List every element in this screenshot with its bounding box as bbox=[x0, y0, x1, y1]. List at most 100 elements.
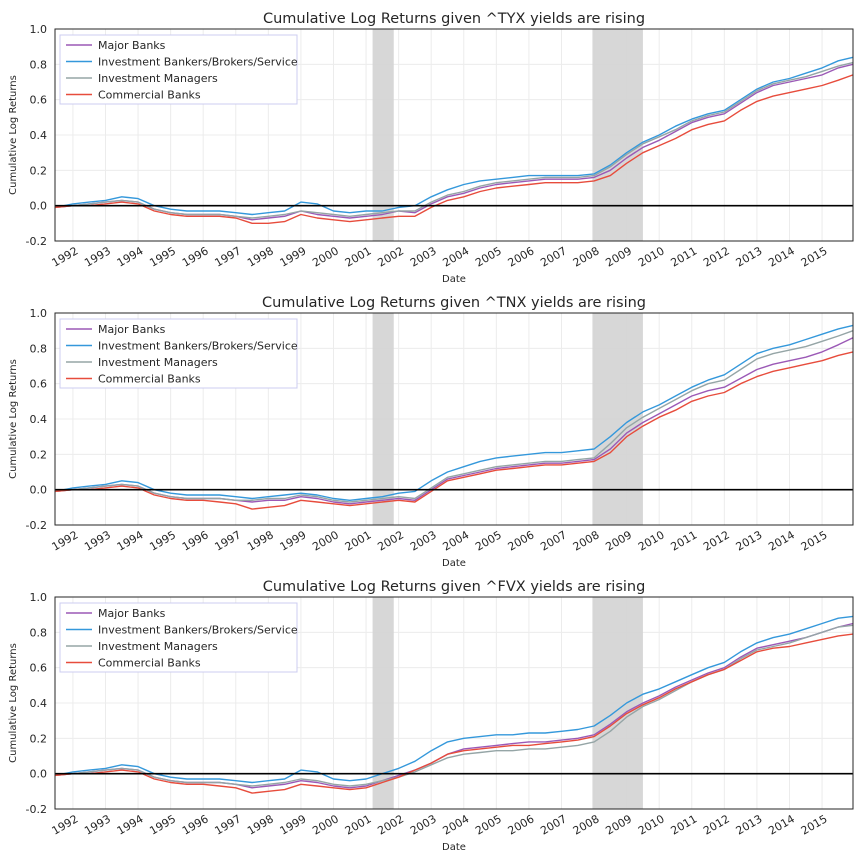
x-tick-label: 2004 bbox=[441, 528, 472, 553]
chart-title: Cumulative Log Returns given ^TNX yields… bbox=[262, 295, 646, 311]
shaded-period bbox=[592, 313, 643, 525]
x-tick-label: 1999 bbox=[278, 244, 309, 269]
y-tick-label: 0.6 bbox=[30, 378, 48, 391]
x-tick-label: 2010 bbox=[636, 812, 667, 837]
x-tick-label: 2009 bbox=[603, 812, 634, 837]
x-tick-label: 2000 bbox=[310, 244, 341, 269]
y-tick-label: 0.6 bbox=[30, 94, 48, 107]
x-tick-label: 1996 bbox=[180, 812, 211, 837]
y-axis-label: Cumulative Log Returns bbox=[8, 643, 19, 763]
x-tick-label: 2014 bbox=[766, 528, 797, 553]
x-tick-label: 2007 bbox=[538, 244, 569, 269]
series-line-investment-bankers bbox=[54, 615, 854, 784]
legend-label-commercial-banks: Commercial Banks bbox=[98, 89, 201, 102]
x-tick-label: 1997 bbox=[213, 244, 244, 269]
x-tick-label: 2011 bbox=[669, 528, 700, 553]
y-tick-label: -0.2 bbox=[26, 803, 47, 816]
legend-box bbox=[59, 318, 298, 389]
x-tick-label: 2013 bbox=[734, 812, 765, 837]
y-tick-label: 0.8 bbox=[30, 342, 48, 355]
y-tick-label: 0.0 bbox=[30, 200, 48, 213]
y-tick-label: 0.8 bbox=[30, 626, 48, 639]
x-tick-label: 1996 bbox=[180, 528, 211, 553]
x-tick-label: 2010 bbox=[636, 528, 667, 553]
x-tick-label: 2005 bbox=[473, 528, 504, 553]
series-line-investment-managers bbox=[54, 330, 854, 503]
x-tick-label: 2004 bbox=[441, 244, 472, 269]
legend-label-investment-managers: Investment Managers bbox=[98, 72, 218, 85]
x-tick-label: 1998 bbox=[245, 528, 276, 553]
x-tick-label: 1993 bbox=[82, 528, 113, 553]
x-tick-label: 2009 bbox=[603, 528, 634, 553]
x-tick-label: 2004 bbox=[441, 812, 472, 837]
x-tick-label: 2001 bbox=[343, 812, 374, 837]
x-tick-label: 2008 bbox=[571, 244, 602, 269]
chart-title: Cumulative Log Returns given ^FVX yields… bbox=[263, 579, 646, 595]
x-tick-label: 2002 bbox=[375, 528, 406, 553]
x-tick-label: 2012 bbox=[701, 528, 732, 553]
legend: Major Banks Investment Bankers/Brokers/Se… bbox=[59, 602, 298, 673]
x-tick-label: 2012 bbox=[701, 812, 732, 837]
x-tick-label: 2002 bbox=[375, 812, 406, 837]
x-tick-label: 2003 bbox=[408, 812, 439, 837]
x-tick-label: 2013 bbox=[734, 244, 765, 269]
y-tick-label: 1.0 bbox=[30, 23, 48, 36]
y-tick-label: 0.0 bbox=[30, 484, 48, 497]
x-tick-label: 1994 bbox=[115, 244, 146, 269]
shaded-period bbox=[372, 29, 394, 241]
legend-label-investment-bankers: Investment Bankers/Brokers/Service bbox=[98, 624, 298, 637]
x-tick-label: 2006 bbox=[506, 244, 537, 269]
series-line-investment-managers bbox=[54, 61, 854, 219]
axes-frame bbox=[54, 28, 854, 242]
shaded-period bbox=[372, 597, 394, 809]
x-tick-label: 2001 bbox=[343, 244, 374, 269]
legend-box bbox=[59, 34, 298, 105]
y-tick-label: 0.0 bbox=[30, 768, 48, 781]
x-tick-label: 2006 bbox=[506, 528, 537, 553]
legend-label-investment-managers: Investment Managers bbox=[98, 640, 218, 653]
y-tick-label: 1.0 bbox=[30, 307, 48, 320]
x-tick-label: 1993 bbox=[82, 244, 113, 269]
legend-label-major-banks: Major Banks bbox=[98, 607, 166, 620]
series-line-commercial-banks bbox=[54, 351, 854, 510]
x-tick-label: 2000 bbox=[310, 812, 341, 837]
x-tick-label: 2008 bbox=[571, 528, 602, 553]
x-tick-label: 1995 bbox=[147, 244, 178, 269]
x-tick-label: 1995 bbox=[147, 528, 178, 553]
x-tick-label: 2001 bbox=[343, 528, 374, 553]
x-axis-label: Date bbox=[442, 842, 466, 853]
legend-label-major-banks: Major Banks bbox=[98, 39, 166, 52]
shaded-period bbox=[592, 29, 643, 241]
chart-title: Cumulative Log Returns given ^TYX yields… bbox=[263, 11, 645, 27]
y-axis-label: Cumulative Log Returns bbox=[8, 75, 19, 195]
series-line-commercial-banks bbox=[54, 74, 854, 225]
x-tick-label: 1995 bbox=[147, 812, 178, 837]
legend-label-investment-bankers: Investment Bankers/Brokers/Service bbox=[98, 56, 298, 69]
legend: Major Banks Investment Bankers/Brokers/Se… bbox=[59, 318, 298, 389]
axes-frame bbox=[54, 596, 854, 810]
axes-frame bbox=[54, 312, 854, 526]
x-tick-label: 2007 bbox=[538, 528, 569, 553]
shaded-period bbox=[592, 597, 643, 809]
y-tick-label: -0.2 bbox=[26, 519, 47, 532]
x-tick-label: 2005 bbox=[473, 812, 504, 837]
x-tick-label: 2010 bbox=[636, 244, 667, 269]
x-tick-label: 2008 bbox=[571, 812, 602, 837]
x-tick-label: 2015 bbox=[799, 528, 830, 553]
x-tick-label: 2011 bbox=[669, 812, 700, 837]
x-tick-label: 2015 bbox=[799, 812, 830, 837]
y-tick-label: 0.2 bbox=[30, 164, 48, 177]
x-tick-label: 1999 bbox=[278, 528, 309, 553]
x-tick-label: 1993 bbox=[82, 812, 113, 837]
x-tick-label: 1994 bbox=[115, 528, 146, 553]
x-tick-label: 2000 bbox=[310, 528, 341, 553]
x-tick-label: 2007 bbox=[538, 812, 569, 837]
x-axis-label: Date bbox=[442, 558, 466, 569]
x-tick-label: 1998 bbox=[245, 812, 276, 837]
legend-label-major-banks: Major Banks bbox=[98, 323, 166, 336]
x-tick-label: 2014 bbox=[766, 244, 797, 269]
legend-label-commercial-banks: Commercial Banks bbox=[98, 373, 201, 386]
x-tick-label: 2012 bbox=[701, 244, 732, 269]
